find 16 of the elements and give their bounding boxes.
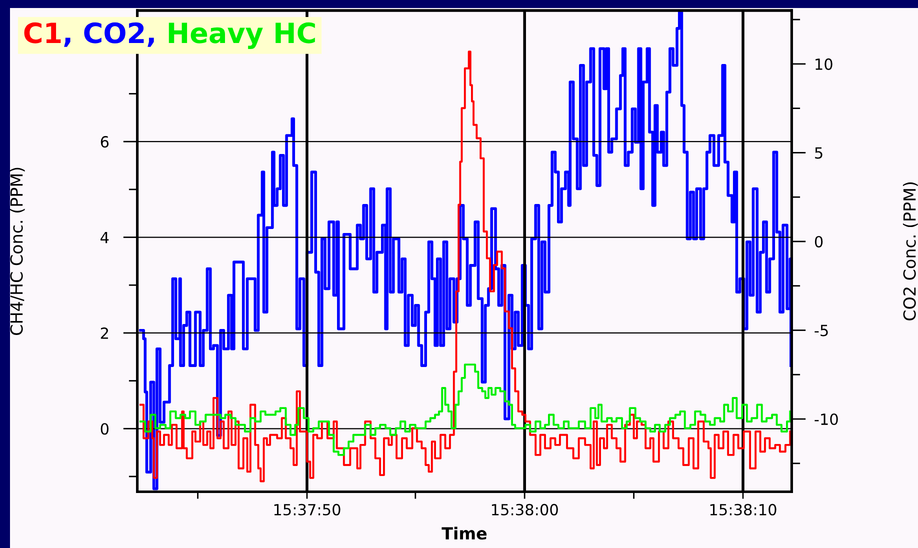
y2-tick-label: -10 (814, 413, 838, 426)
y2-tick-label: 0 (814, 236, 823, 248)
y2-tick-label: 5 (815, 147, 822, 159)
y-tick-label: 4 (100, 232, 109, 244)
x-axis-title: Time (442, 526, 487, 540)
y-axis-title: CH4/HC Conc. (PPM) (10, 168, 25, 335)
y2-tick-label: -5 (814, 324, 828, 336)
y2-axis-title: CO2 Conc. (PPM) (902, 182, 918, 320)
y2-tick-label: 10 (816, 58, 832, 70)
y-tick-label: 6 (100, 136, 109, 148)
x-tick-label: 15:38:10 (710, 504, 776, 516)
y-tick-label: 0 (100, 423, 109, 435)
x-tick-label: 15:37:50 (274, 504, 340, 516)
chart-title: C1, CO2, Heavy HC (24, 22, 315, 49)
y-tick-label: 2 (100, 327, 108, 339)
x-tick-label: 15:38:00 (492, 504, 558, 516)
